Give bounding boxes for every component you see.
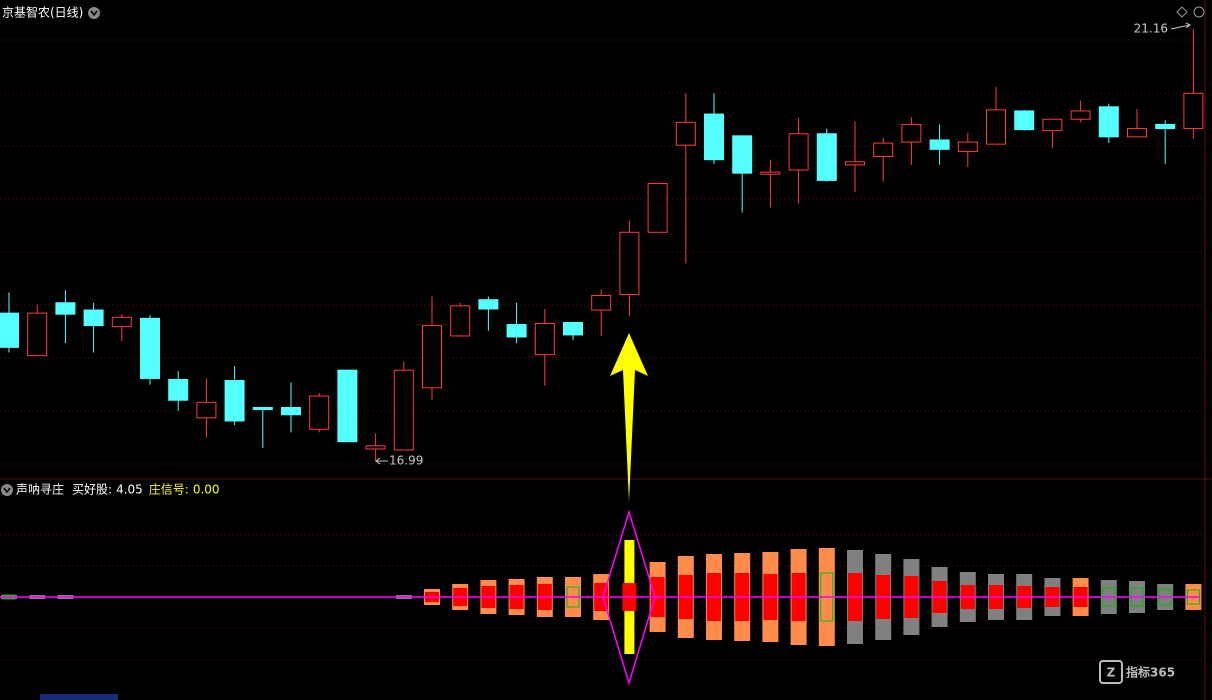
menu-chevron (3, 487, 11, 494)
candle-body (1042, 118, 1063, 132)
sonar (0, 509, 1202, 686)
candle-body (1127, 128, 1147, 138)
candle-body (252, 406, 273, 411)
candle-body (393, 369, 414, 451)
logo (1099, 660, 1123, 684)
candle-body (1014, 110, 1035, 131)
signal-diamond (602, 509, 656, 686)
menu-icon[interactable] (1, 484, 13, 496)
candle-body (1183, 92, 1204, 130)
candle-body (111, 316, 132, 328)
candle-body (1155, 123, 1176, 130)
candle-body (196, 401, 217, 419)
candle-body (591, 295, 612, 311)
candle-body (365, 445, 386, 450)
indicator-title: 声呐寻庄 (16, 482, 64, 497)
candle-body (732, 135, 753, 174)
candle-body (563, 321, 583, 336)
candle-body (929, 139, 950, 150)
readout-name: 买好股: (72, 483, 112, 497)
scrollbar[interactable] (40, 694, 118, 700)
candle-body (704, 113, 724, 161)
watermark: 指标365 (1126, 665, 1175, 680)
readouts: 买好股: 4.05 庄信号: 0.00 (72, 482, 220, 497)
candle-body (168, 378, 189, 401)
candle-body (788, 133, 809, 171)
low-arrow (375, 457, 388, 465)
candle-body (873, 142, 894, 158)
candle-body (1098, 106, 1119, 138)
candle-body (309, 395, 330, 430)
candle-body (27, 312, 48, 357)
chart-title: 京基智农(日线) (2, 5, 83, 20)
candle-body (619, 231, 640, 295)
candle-body (83, 309, 104, 327)
candle-body (845, 161, 865, 166)
candle-body (816, 133, 837, 181)
candle-body (140, 317, 160, 379)
signal-arrow (610, 333, 648, 502)
icon[interactable] (1193, 6, 1205, 18)
grid (0, 39, 1205, 661)
readout-value: 4.05 (116, 483, 143, 497)
candle-body (281, 406, 301, 416)
candles (0, 29, 1204, 462)
candle-body (1070, 110, 1091, 120)
candle-body (0, 312, 19, 348)
candle-body (55, 302, 76, 315)
high-arrow (1170, 22, 1191, 30)
menu-icon[interactable] (88, 7, 100, 19)
candle-body (647, 183, 668, 233)
candle-body (534, 323, 555, 356)
candle-body (450, 305, 471, 337)
candle-body (422, 325, 442, 389)
candle-body (901, 123, 922, 143)
high-label: 21.16 (1134, 22, 1168, 36)
candle-body (675, 121, 696, 146)
menu-chevron (90, 10, 98, 17)
icon[interactable] (1176, 6, 1188, 18)
candle-body (760, 171, 781, 175)
candle-body (224, 380, 245, 422)
candle-body (986, 109, 1006, 145)
readout-name: 庄信号: (149, 482, 189, 497)
readout-value: 0.00 (193, 483, 220, 497)
candle-body (957, 141, 978, 152)
logo-mark: Z (1107, 666, 1116, 680)
candle-body (337, 369, 358, 443)
candle-body (506, 324, 527, 338)
low-label: 16.99 (389, 454, 423, 468)
candle-body (478, 299, 499, 310)
